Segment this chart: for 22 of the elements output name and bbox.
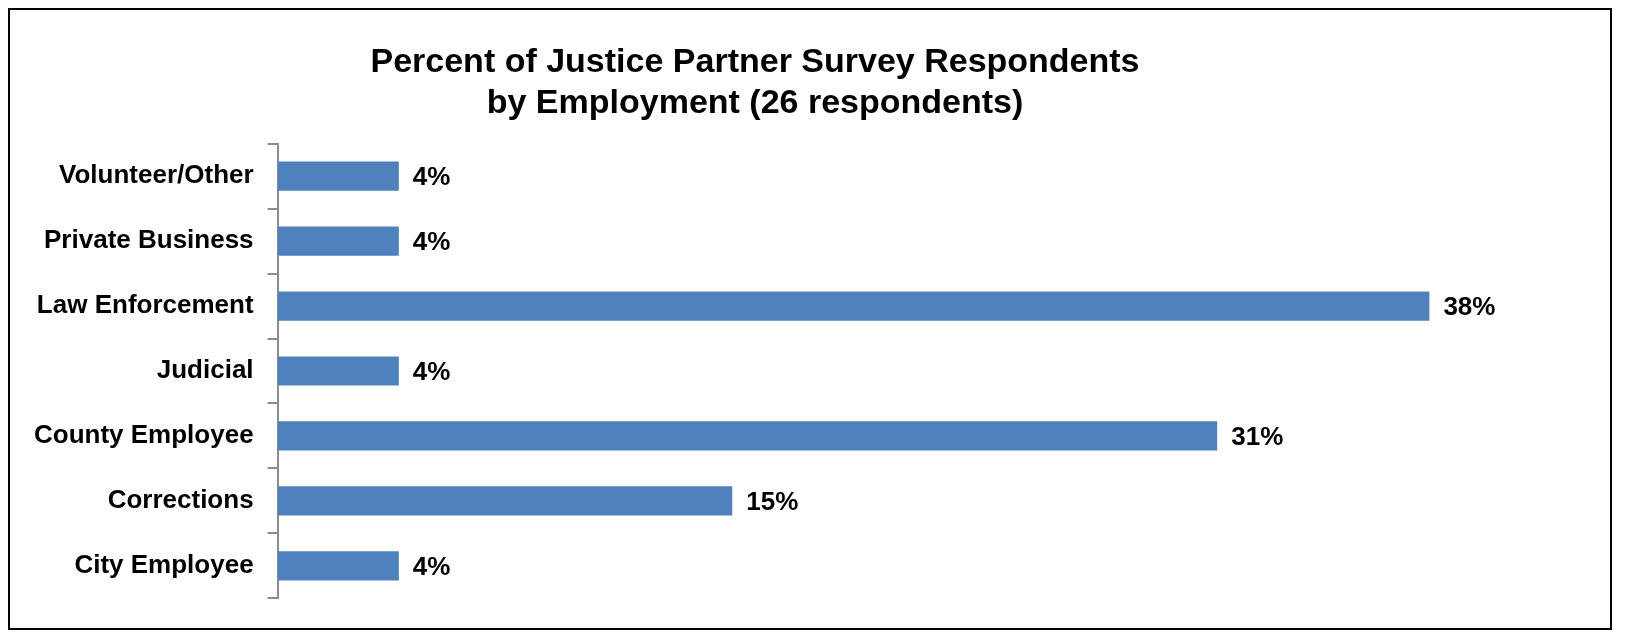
chart-title: Percent of Justice Partner Survey Respondents by Employment (26 respondents) — [370, 40, 1140, 120]
data-label: 4% — [412, 161, 451, 192]
bar — [277, 291, 1430, 321]
y-tick-label: County Employee — [34, 419, 254, 450]
bar — [277, 356, 399, 386]
y-tick-label: City Employee — [74, 549, 254, 580]
data-label: 15% — [746, 486, 799, 517]
data-label: 38% — [1443, 291, 1496, 322]
bar — [277, 421, 1218, 451]
y-tick-label: Law Enforcement — [36, 289, 254, 320]
y-tick-label: Volunteer/Other — [59, 159, 254, 190]
bar — [277, 226, 399, 256]
data-label: 4% — [412, 356, 451, 387]
y-tick-label: Corrections — [107, 484, 254, 515]
y-tick-label: Judicial — [156, 354, 254, 385]
data-label: 4% — [412, 551, 451, 582]
y-tick-label: Private Business — [44, 224, 254, 255]
bar — [277, 161, 399, 191]
data-label: 4% — [412, 226, 451, 257]
data-label: 31% — [1231, 421, 1284, 452]
bar — [277, 551, 399, 581]
bar — [277, 486, 733, 516]
